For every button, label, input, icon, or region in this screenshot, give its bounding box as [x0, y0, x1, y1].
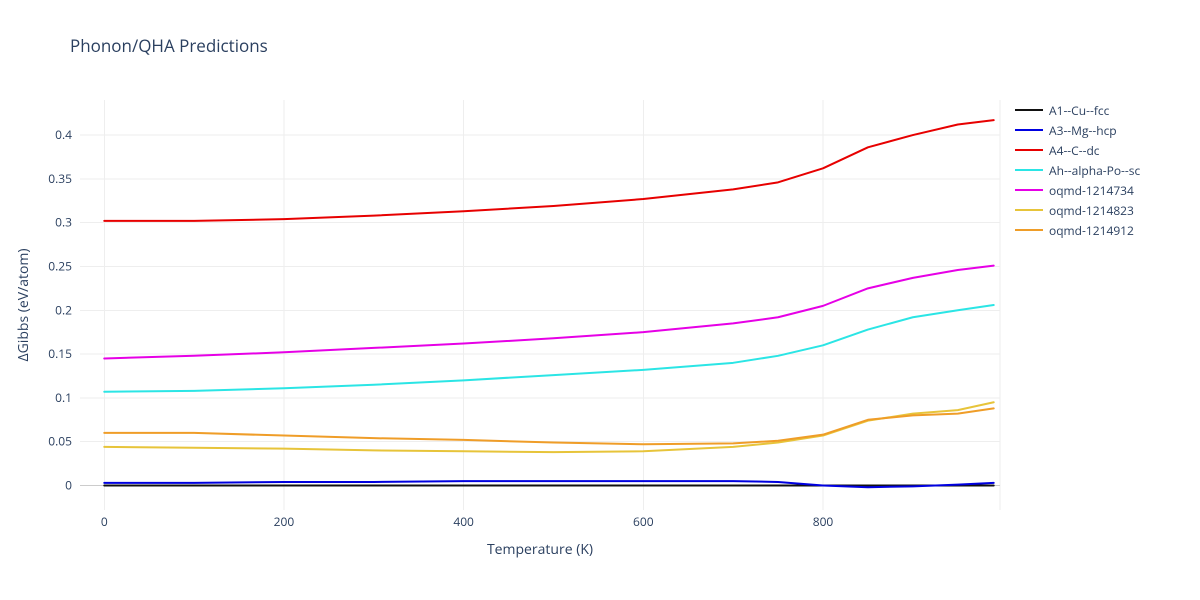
legend-swatch — [1015, 109, 1043, 111]
y-tick-label: 0.05 — [48, 433, 72, 450]
x-tick-label: 800 — [813, 513, 834, 530]
x-tick-label: 400 — [453, 513, 474, 530]
legend-swatch — [1015, 129, 1043, 131]
legend-label: A4--C--dc — [1049, 142, 1100, 159]
x-tick-label: 600 — [633, 513, 654, 530]
legend-label: A1--Cu--fcc — [1049, 102, 1109, 119]
y-tick-label: 0.3 — [55, 214, 72, 231]
x-axis-title: Temperature (K) — [487, 540, 593, 559]
plot-area[interactable]: 0 200 400 600 800 0 0.05 0.1 0.15 0.2 0.25 0.3 0.35 0… — [0, 0, 1200, 600]
legend-item[interactable]: A4--C--dc — [1015, 140, 1200, 160]
y-tick-label: 0 — [65, 476, 72, 493]
chart-container: Phonon/QHA Predictions 020040060080000.0… — [0, 0, 1200, 600]
legend-item[interactable]: oqmd-1214823 — [1015, 200, 1200, 220]
x-tick-label: 0 — [101, 513, 108, 530]
legend: A1--Cu--fcc A3--Mg--hcp A4--C--dc Ah--alpha… — [1015, 100, 1200, 240]
legend-swatch — [1015, 149, 1043, 151]
legend-label: Ah--alpha-Po--sc — [1049, 162, 1140, 179]
legend-item[interactable]: Ah--alpha-Po--sc — [1015, 160, 1200, 180]
y-tick-label: 0.1 — [55, 389, 72, 406]
x-tick-label: 200 — [274, 513, 295, 530]
y-tick-label: 0.25 — [48, 257, 72, 274]
y-tick-label: 0.15 — [48, 345, 72, 362]
legend-label: A3--Mg--hcp — [1049, 122, 1117, 139]
legend-swatch — [1015, 229, 1043, 231]
y-axis-title: ΔGibbs (eV/atom) — [14, 248, 33, 361]
legend-item[interactable]: oqmd-1214912 — [1015, 220, 1200, 240]
legend-swatch — [1015, 209, 1043, 211]
y-tick-label: 0.35 — [48, 170, 72, 187]
legend-swatch — [1015, 169, 1043, 171]
legend-label: oqmd-1214823 — [1049, 202, 1134, 219]
y-tick-label: 0.2 — [55, 301, 72, 318]
legend-swatch — [1015, 189, 1043, 191]
legend-label: oqmd-1214912 — [1049, 222, 1134, 239]
legend-item[interactable]: oqmd-1214734 — [1015, 180, 1200, 200]
y-tick-label: 0.4 — [55, 126, 72, 143]
legend-item[interactable]: A1--Cu--fcc — [1015, 100, 1200, 120]
legend-label: oqmd-1214734 — [1049, 182, 1134, 199]
legend-item[interactable]: A3--Mg--hcp — [1015, 120, 1200, 140]
